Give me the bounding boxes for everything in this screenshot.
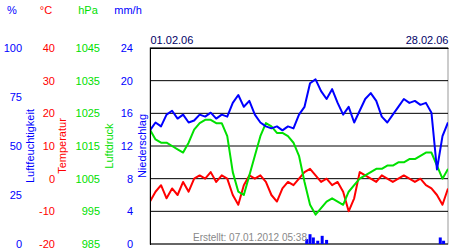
axis-line [150,49,151,245]
line [150,79,448,169]
grid-line [150,211,448,212]
tick: -10 [39,205,150,217]
tick-label: 4 [127,205,133,217]
tick-label: 0 [127,238,133,250]
tick: 01.02.06 [151,34,194,48]
tick: 40 [43,42,150,54]
tick: 25 [10,189,150,201]
tick: 0 [127,238,150,250]
tick: 24 [121,42,150,54]
tick-label: 985 [82,238,100,250]
tick: 995 [82,205,150,217]
axis-title: Temperatur [56,118,68,174]
bar [309,234,312,244]
tick-label: 10 [43,140,55,152]
grid-line [150,244,448,245]
axis-line [151,48,449,49]
tick: 0 [16,238,150,250]
tick: 20 [43,107,150,119]
tick-label: 1045 [76,42,100,54]
grid [150,48,448,244]
axis-unit: mm/h [114,4,142,16]
bar [442,241,445,244]
axis-unit: % [7,4,17,16]
x-axis: 01.02.06 28.02.06 [151,34,449,49]
tick-label: 1005 [76,173,100,185]
plot-frame [150,48,448,244]
tick: -20 [39,238,150,250]
plot-area [150,79,448,244]
axis-title: Luftfeuchtigkeit [24,109,36,183]
tick: 100 [4,42,150,54]
tick: 75 [10,91,150,103]
tick-label: 40 [43,42,55,54]
tick: 985 [82,238,150,250]
tick: 28.02.06 [406,34,449,48]
tick: 1045 [76,42,150,54]
y-axis: -20-10010203040 [39,42,150,250]
tick: 1035 [76,75,150,87]
axis-line [150,49,151,245]
axis-title: Niederschlag [136,114,148,178]
y-axis: 985 995 1005 1015 1025 1035 1045 [76,42,151,250]
tick-label: 20 [121,75,133,87]
tick-label: 1015 [76,140,100,152]
axis-line [150,49,151,245]
tick-label: 12 [121,140,133,152]
tick-label: 0 [49,173,55,185]
line [150,120,448,215]
tick-label: 50 [10,140,22,152]
grid-line [150,80,448,81]
axis-title: Luftdruck [103,123,115,169]
tick-label: 25 [10,189,22,201]
tick-label: 8 [127,173,133,185]
tick-label: 24 [121,42,133,54]
annotation: Erstellt: 07.01.2012 05:38 [193,232,307,243]
chart: 0 25 50 75 100% Luftfeuchtigkeit -20 -10 0 10 20 30… [0,0,450,250]
tick-label: 16 [121,107,133,119]
bar [325,240,328,244]
tick-label: 01.02.06 [151,34,194,46]
axis-line [150,49,151,245]
tick-label: -10 [39,205,55,217]
tick: 4 [127,205,150,217]
bar [316,241,319,244]
grid-line [150,146,448,147]
tick-label: 100 [4,42,22,54]
y-axis: 0 4 8 12 16 20 24 [121,42,151,250]
tick-label: -20 [39,238,55,250]
tick: 20 [121,75,150,87]
tick-label: 30 [43,75,55,87]
axis-unit: hPa [78,4,98,16]
line [150,169,448,211]
tick-label: 20 [43,107,55,119]
y-axis: 0255075100 [4,42,151,250]
axis-unit: °C [40,4,52,16]
tick-label: 0 [16,238,22,250]
tick-label: 995 [82,205,100,217]
bar [439,237,442,244]
grid-line [150,48,448,49]
tick-label: 1025 [76,107,100,119]
bar [312,237,315,244]
bar [321,236,324,244]
tick-label: 28.02.06 [406,34,449,46]
tick: 30 [43,75,150,87]
tick-label: 75 [10,91,22,103]
tick-label: 1035 [76,75,100,87]
